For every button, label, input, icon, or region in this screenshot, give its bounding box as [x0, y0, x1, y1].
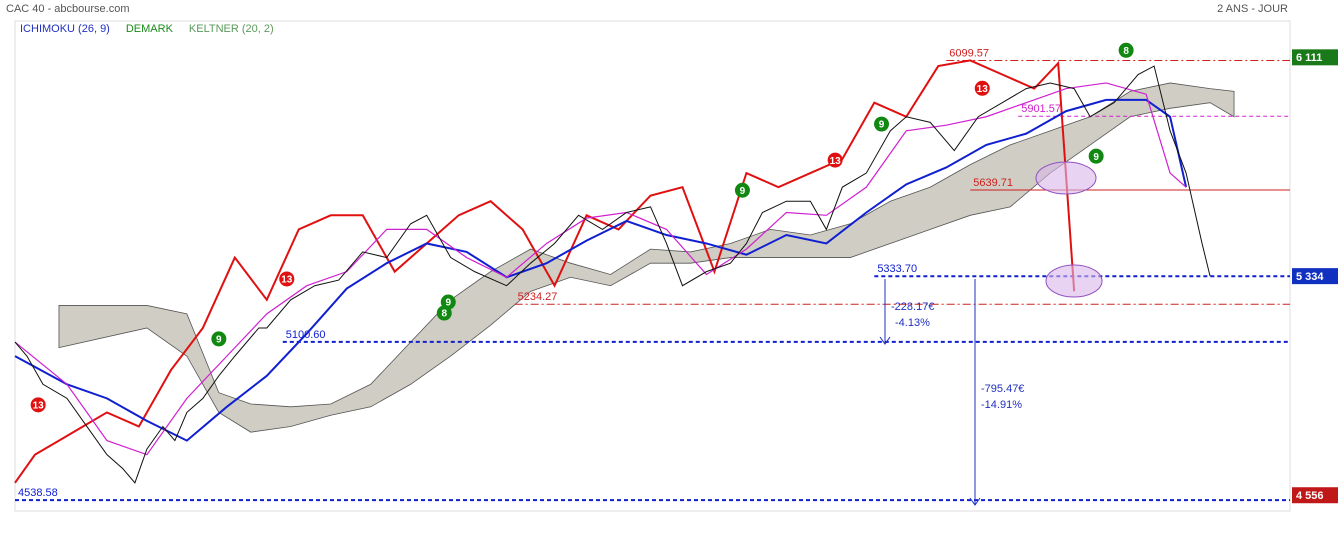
- demark-label: 9: [740, 186, 746, 197]
- price-tag: [1292, 268, 1338, 285]
- demark-label: 8: [1123, 46, 1129, 57]
- cloud-layer: [58, 82, 1235, 433]
- legend-entry: DEMARK: [126, 23, 174, 35]
- demark-label: 9: [216, 335, 222, 346]
- price-tag: [1292, 487, 1338, 504]
- demark-marker: [874, 116, 890, 132]
- demark-marker: [211, 331, 227, 347]
- arrow-head: [969, 497, 981, 506]
- plot-area: [14, 20, 1291, 512]
- series-line: [14, 98, 1188, 442]
- demark-label: 13: [281, 275, 293, 286]
- demark-marker: [974, 80, 990, 96]
- demark-label: 13: [33, 400, 45, 411]
- arrow-head: [879, 336, 891, 345]
- demark-marker: [1088, 148, 1104, 164]
- demark-label: 9: [879, 120, 885, 131]
- price-tag: [1292, 49, 1338, 66]
- price-tag-label: 6 111: [1296, 52, 1322, 64]
- price-tag-label: 4 556: [1296, 490, 1324, 502]
- measure-arrows: [879, 279, 981, 506]
- annotation: -228.17€: [891, 301, 934, 313]
- chart-subtitle: 2 ANS - JOUR: [1217, 3, 1288, 15]
- legend-entry: KELTNER (20, 2): [189, 23, 274, 35]
- series-line: [14, 65, 1211, 484]
- demark-label: 13: [830, 156, 842, 167]
- demark-marker: [827, 152, 843, 168]
- annotation: -795.47€: [981, 383, 1024, 395]
- level-label: 5234.27: [518, 291, 558, 303]
- price-tag-label: 5 334: [1296, 271, 1324, 283]
- annotation: -4.13%: [895, 317, 930, 329]
- demark-label: 9: [1093, 152, 1099, 163]
- demark-label: 13: [977, 84, 989, 95]
- level-label: 4538.58: [18, 487, 58, 499]
- demark-label: 8: [441, 309, 447, 320]
- chart-title: CAC 40 - abcbourse.com: [6, 3, 130, 15]
- axes: 6 111 5 334 4 556: [1292, 49, 1338, 504]
- level-label: 5639.71: [973, 177, 1013, 189]
- demark-label: 9: [445, 298, 451, 309]
- lines-layer: [14, 59, 1211, 484]
- legend: ICHIMOKU (26, 9) DEMARK KELTNER (20, 2): [20, 23, 274, 35]
- series-line: [14, 59, 1076, 484]
- level-label: 6099.57: [949, 47, 989, 59]
- level-label: 5333.70: [877, 263, 917, 275]
- highlight-ellipse: [1045, 264, 1103, 298]
- demark-marker: [1118, 42, 1134, 58]
- legend-entry: ICHIMOKU (26, 9): [20, 23, 110, 35]
- demark-marker: [279, 271, 295, 287]
- demark-marker: [436, 305, 452, 321]
- demark-marker: [30, 397, 46, 413]
- highlight-ellipse: [1035, 161, 1097, 195]
- demark-marker: [734, 182, 750, 198]
- annotation: -14.91%: [981, 399, 1022, 411]
- ichimoku-cloud: [58, 82, 1235, 433]
- level-label: 5901.57: [1021, 103, 1061, 115]
